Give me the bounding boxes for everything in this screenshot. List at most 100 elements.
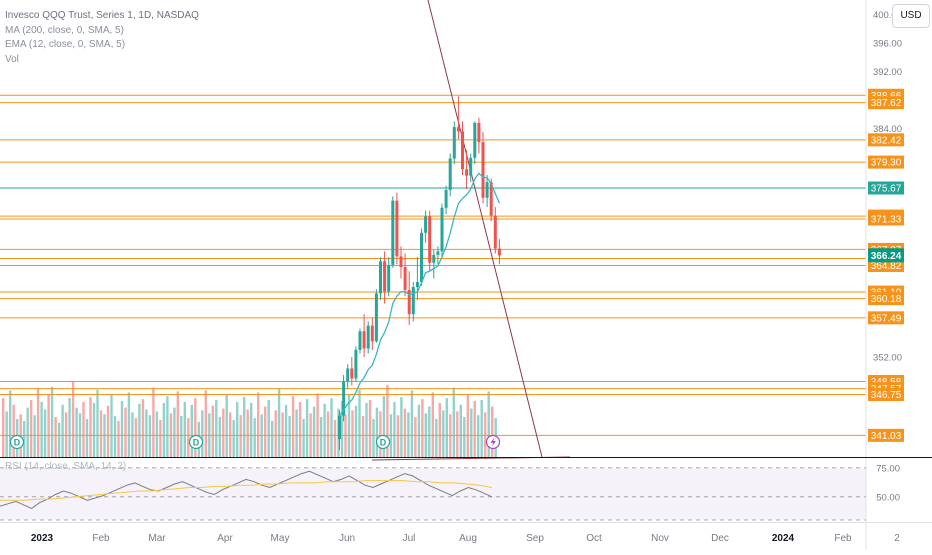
rsi-ma-line — [0, 480, 493, 501]
volume-bar — [12, 404, 15, 458]
volume-bar — [428, 406, 431, 457]
price-axis-tick: 352.00 — [873, 353, 902, 364]
volume-bar — [225, 394, 228, 457]
currency-button[interactable]: USD — [892, 4, 930, 28]
price-level-tag — [868, 388, 904, 402]
volume-bar — [326, 411, 330, 457]
candle-body — [379, 261, 382, 294]
volume-bar — [194, 398, 197, 457]
candle-body — [407, 289, 411, 315]
candle-body — [493, 215, 497, 249]
ema-line — [338, 172, 500, 416]
volume-bar — [351, 410, 354, 457]
price-level-value: 357.49 — [871, 313, 902, 324]
volume-bar — [71, 381, 75, 457]
volume-bar — [288, 416, 291, 457]
price-level-tag — [868, 133, 904, 147]
volume-bar — [29, 400, 33, 457]
volume-bar — [463, 417, 466, 457]
volume-bar — [445, 398, 448, 457]
candle-body — [374, 293, 378, 342]
volume-bar — [246, 409, 249, 457]
volume-bar — [281, 412, 284, 457]
volume-bar — [316, 393, 319, 457]
volume-bar — [358, 389, 361, 458]
volume-bar — [99, 410, 103, 457]
legend-ema[interactable]: EMA (12, close, 0, SMA, 5) — [5, 39, 126, 50]
candle-body — [436, 251, 440, 255]
volume-bar — [372, 419, 375, 457]
volume-bar — [96, 389, 99, 458]
volume-bar — [368, 400, 372, 457]
rsi-band — [0, 467, 866, 520]
price-level-tag — [868, 292, 904, 306]
volume-bar — [26, 407, 29, 457]
volume-bar — [403, 408, 407, 457]
volume-bar — [442, 410, 445, 457]
volume-bar — [61, 404, 64, 458]
volume-bar — [267, 400, 270, 457]
candle-body — [370, 325, 374, 342]
candle-body — [424, 216, 428, 233]
volume-bar — [319, 417, 323, 457]
price-level-value: 341.03 — [871, 431, 902, 442]
volume-bar — [323, 403, 326, 457]
volume-bar — [166, 396, 169, 457]
volume-bar — [379, 411, 382, 457]
candle-body — [350, 368, 354, 379]
volume-bar — [68, 398, 71, 457]
candle-body — [415, 282, 419, 288]
rsi-legend[interactable]: RSI (14, close, SMA, 14, 2) — [5, 461, 127, 472]
volume-bar — [438, 402, 441, 457]
volume-bar — [43, 409, 47, 457]
candle-body — [444, 189, 448, 208]
volume-bar — [64, 412, 68, 457]
legend-vol[interactable]: Vol — [5, 53, 19, 65]
volume-bar — [250, 402, 253, 457]
candle-body — [403, 267, 407, 290]
price-level-value: 364.82 — [871, 261, 902, 272]
candle-body — [338, 415, 341, 440]
candle-body — [362, 331, 366, 349]
volume-bar — [113, 416, 117, 457]
volume-bar — [218, 417, 221, 457]
volume-bar — [456, 411, 459, 457]
time-axis-tick: Apr — [217, 533, 233, 544]
time-axis-tick: Jul — [403, 533, 416, 544]
dividend-marker-icon — [9, 434, 25, 450]
time-axis-tick: Aug — [459, 533, 477, 544]
candle-body — [469, 157, 473, 176]
volume-bar — [417, 404, 421, 458]
volume-bar — [92, 402, 96, 457]
volume-bar — [264, 406, 267, 457]
last-price-value: 366.24 — [871, 251, 902, 262]
volume-bar — [295, 409, 298, 457]
volume-bar — [187, 418, 190, 457]
candle-body — [346, 368, 350, 382]
volume-bar — [365, 402, 368, 457]
dividend-marker-icon — [375, 434, 391, 450]
volume-bar — [393, 401, 396, 457]
candle-body — [420, 232, 423, 283]
volume-bar — [23, 420, 26, 457]
candle-body — [391, 200, 395, 265]
volume-bar — [340, 400, 344, 457]
candle-body — [354, 349, 358, 379]
volume-bar — [106, 405, 110, 457]
volume-bar — [284, 404, 288, 458]
volume-bar — [173, 407, 176, 457]
dividend-marker-letter: D — [380, 438, 387, 448]
volume-bar — [2, 398, 5, 457]
price-level-value: 360.18 — [871, 294, 902, 305]
volume-bar — [89, 397, 92, 457]
dividend-marker-icon — [188, 434, 204, 450]
volume-bar — [204, 390, 207, 457]
time-axis-tick: Sep — [526, 533, 544, 544]
volume-bar — [302, 419, 305, 457]
time-axis-tick: Mar — [148, 533, 166, 544]
legend-ma[interactable]: MA (200, close, 0, SMA, 5) — [5, 24, 124, 36]
volume-bar — [236, 401, 239, 457]
volume-bar — [120, 400, 124, 457]
